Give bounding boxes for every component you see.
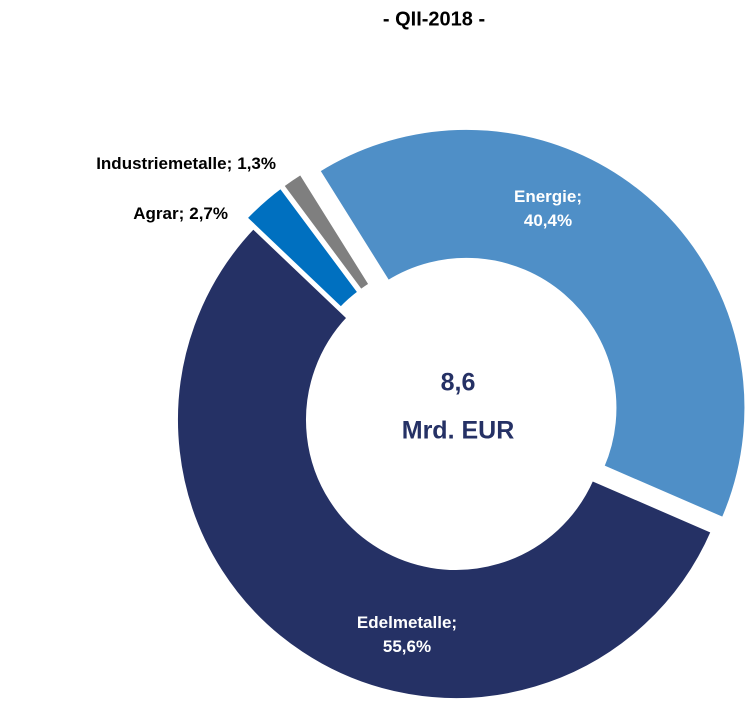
label-value: 55,6% xyxy=(383,637,431,656)
data-label: Agrar; 2,7% xyxy=(133,204,228,223)
donut-segment xyxy=(279,169,374,295)
data-label: Energie; 40,4% xyxy=(514,187,582,230)
label-category: Energie; xyxy=(514,187,582,206)
label-value: 40,4% xyxy=(524,211,572,230)
donut-segment xyxy=(174,224,716,702)
center-text: 8,6 xyxy=(441,369,476,397)
center-text: Mrd. EUR xyxy=(402,417,515,445)
label-value: 1,3% xyxy=(237,154,276,173)
data-label: Industriemetalle; 1,3% xyxy=(96,154,276,173)
label-value: 2,7% xyxy=(189,204,228,223)
label-category: Industriemetalle; xyxy=(96,154,232,173)
donut-segment xyxy=(315,125,748,522)
label-category: Agrar; xyxy=(133,204,184,223)
label-category: Edelmetalle; xyxy=(357,613,457,632)
data-label: Edelmetalle; 55,6% xyxy=(357,613,457,656)
chart-title: - QII-2018 - xyxy=(383,8,485,30)
